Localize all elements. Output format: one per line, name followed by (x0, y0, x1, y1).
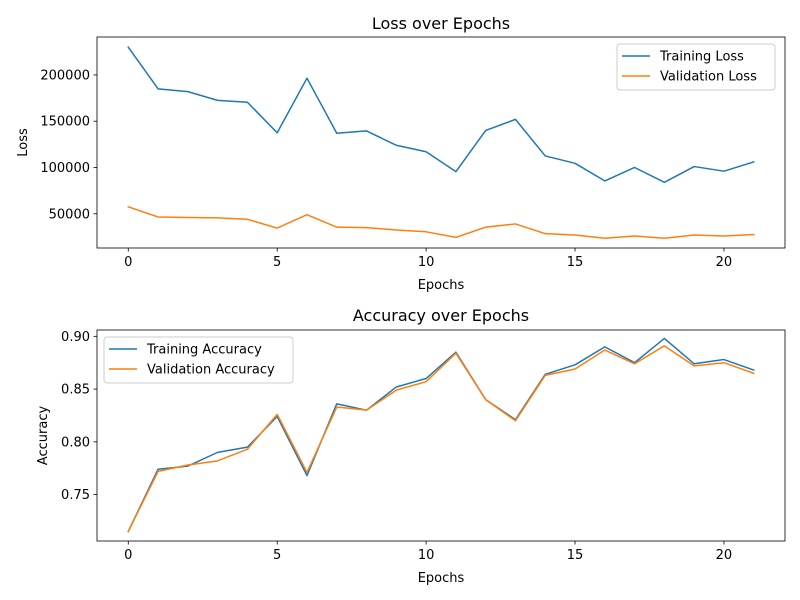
x-tick-label: 10 (418, 255, 435, 270)
x-tick-label: 0 (124, 255, 132, 270)
legend-label: Training Accuracy (146, 343, 262, 358)
legend-box (103, 336, 294, 384)
plot-frame (96, 329, 786, 542)
x-tick-label: 20 (716, 548, 733, 563)
loss-chart: Loss over Epochs 0 5 10 15 20 50000 100000 15000… (16, 14, 786, 293)
accuracy-chart: Accuracy over Epochs 0 5 10 15 20 0.75 0.80 0.85… (36, 306, 786, 586)
x-tick-label: 20 (716, 255, 733, 270)
y-tick-label: 0.80 (61, 435, 90, 450)
y-tick-label: 200000 (40, 68, 90, 83)
y-tick-label: 150000 (40, 115, 90, 130)
x-tick-label: 0 (124, 548, 132, 563)
y-tick-label: 0.90 (61, 330, 90, 345)
x-axis-label: Epochs (418, 278, 465, 293)
legend: Training Accuracy Validation Accuracy (103, 336, 294, 384)
x-tick-label: 15 (567, 255, 584, 270)
y-axis-label: Accuracy (36, 406, 51, 466)
legend-box (616, 43, 776, 91)
legend-label: Validation Accuracy (147, 363, 275, 378)
y-tick-label: 0.85 (61, 383, 90, 398)
series-line-training-loss (127, 46, 755, 184)
chart-title: Accuracy over Epochs (353, 306, 529, 325)
y-tick-label: 100000 (40, 161, 90, 176)
y-axis-label: Loss (16, 128, 31, 157)
x-tick-label: 15 (567, 548, 584, 563)
series-line-validation-accuracy (127, 345, 755, 533)
x-tick-label: 5 (273, 255, 281, 270)
legend: Training Loss Validation Loss (616, 43, 776, 91)
y-tick-label: 50000 (49, 207, 90, 222)
legend-label: Validation Loss (660, 70, 757, 85)
chart-title: Loss over Epochs (372, 14, 510, 33)
y-tick-label: 0.75 (61, 488, 90, 503)
series-line-training-accuracy (127, 337, 755, 533)
x-axis-label: Epochs (418, 571, 465, 586)
x-tick-label: 10 (418, 548, 435, 563)
legend-label: Training Loss (659, 50, 744, 65)
plot-frame (96, 36, 786, 249)
x-tick-label: 5 (273, 548, 281, 563)
series-line-validation-loss (127, 205, 755, 240)
